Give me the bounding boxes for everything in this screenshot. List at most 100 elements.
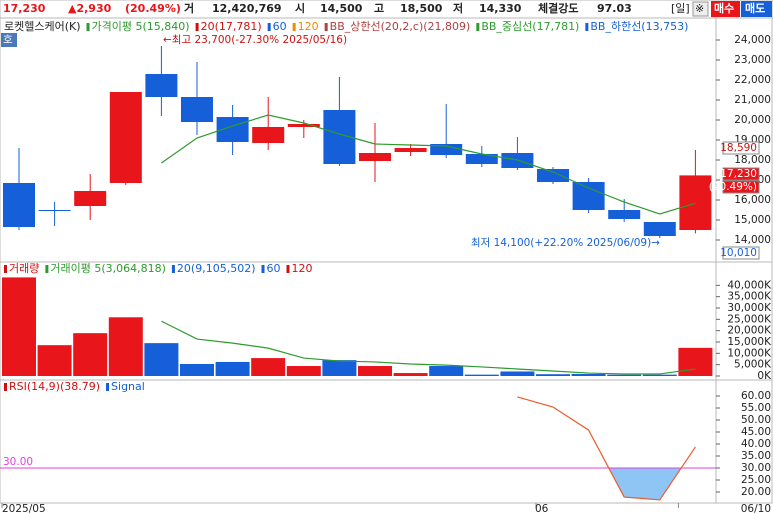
- volume-bar: [37, 345, 72, 376]
- candle-body: [465, 154, 498, 164]
- y-tick-label: 60.00: [741, 390, 771, 402]
- y-tick-label: 50.00: [741, 414, 771, 426]
- y-tick-label: 55.00: [741, 402, 771, 414]
- panel: [0, 379, 717, 504]
- item-value: 14,500: [320, 2, 363, 15]
- legend-entry: 가격이평 5(15,840): [92, 20, 190, 33]
- legend-entry: BB_하한선(13,753): [590, 19, 688, 33]
- side-label-box: [722, 167, 760, 181]
- icon-button[interactable]: [692, 1, 709, 17]
- candle-body: [608, 210, 641, 219]
- sell-button[interactable]: [741, 1, 772, 17]
- y-tick-label: 10,000K: [727, 347, 772, 359]
- rate: (20.49%): [125, 2, 181, 15]
- candle-body: [181, 97, 213, 122]
- legend-swatch: [476, 23, 480, 31]
- y-tick-label: 35,000K: [727, 291, 772, 303]
- side-label: 10,010: [720, 247, 757, 259]
- candle-body: [38, 210, 71, 211]
- volume-bar: [108, 317, 143, 376]
- volume-bar: [536, 374, 570, 376]
- legend-swatch: [324, 23, 328, 31]
- y-tick-label: 23,000: [734, 54, 771, 66]
- high-annotation: ←최고 23,700(-27.30% 2025/05/16): [163, 34, 347, 46]
- legend-swatch: [86, 23, 90, 31]
- volume-bar: [607, 374, 642, 376]
- y-tick-label: 22,000: [734, 74, 771, 86]
- item-label: 거: [184, 1, 194, 15]
- legend-entry: 60: [267, 262, 281, 275]
- y-tick-label: 21,000: [734, 94, 771, 106]
- candle-body: [359, 153, 391, 161]
- buy-button[interactable]: [711, 1, 740, 17]
- legend-entry: Signal: [111, 380, 145, 393]
- legend-swatch: [45, 265, 49, 273]
- rsi-line: [517, 396, 696, 501]
- side-label: 17,230: [720, 168, 757, 180]
- legend-swatch: [267, 23, 271, 31]
- volume-bar: [358, 366, 392, 376]
- legend-entry: 120: [292, 262, 313, 275]
- panel: [0, 261, 717, 381]
- chart-title: 로켓헬스케어(K): [4, 20, 81, 33]
- y-tick-label: 25.00: [741, 474, 771, 486]
- side-label: 18,590: [720, 142, 757, 154]
- volume-average: [161, 320, 696, 375]
- candle-body: [74, 191, 107, 206]
- side-label: (20.49%): [709, 181, 757, 193]
- legend-swatch: [585, 23, 589, 31]
- candle-body: [109, 92, 142, 183]
- sell[interactable]: 매도: [745, 1, 765, 15]
- y-tick-label: 5,000K: [734, 359, 772, 371]
- candle-body: [145, 74, 178, 97]
- buy[interactable]: 매수: [714, 1, 734, 15]
- volume-bar: [251, 358, 286, 376]
- period[interactable]: [일]: [671, 1, 690, 15]
- y-tick-label: 45.00: [741, 426, 771, 438]
- candle-body: [537, 169, 569, 182]
- icon[interactable]: ※: [695, 2, 704, 15]
- y-tick-label: 30.00: [741, 462, 771, 474]
- candle-body: [572, 182, 605, 210]
- legend-entry: 120: [298, 20, 319, 33]
- legend-swatch: [286, 265, 290, 273]
- y-tick-label: 40,000K: [727, 279, 772, 291]
- volume-bar: [215, 361, 250, 376]
- legend-entry: 거래이평 5(3,064,818): [50, 262, 166, 275]
- y-tick-label: 15,000K: [727, 336, 772, 348]
- y-tick-label: 0K: [757, 370, 772, 382]
- volume-bar: [393, 373, 428, 376]
- x-tick-label: 06: [535, 503, 549, 514]
- legend-entry: 60: [273, 20, 287, 33]
- candle-body: [3, 183, 35, 227]
- legend-swatch: [106, 383, 110, 391]
- candle-body: [430, 144, 463, 155]
- low-annotation: 최저 14,100(+22.20% 2025/06/09)→: [471, 237, 660, 249]
- volume-bar: [322, 360, 357, 376]
- moving-average: [161, 114, 696, 215]
- item-label: 시: [295, 2, 305, 15]
- candle-body: [252, 127, 285, 143]
- axis-panel: [715, 379, 773, 504]
- item-value: 18,500: [400, 2, 443, 15]
- candle-body: [679, 175, 712, 230]
- x-tick-label: 2025/05: [2, 503, 46, 514]
- volume-bar: [2, 277, 36, 376]
- badge: 호: [3, 34, 13, 46]
- y-tick-label: 40.00: [741, 438, 771, 450]
- volume-bar: [464, 374, 499, 376]
- legend-entry: 거래량: [9, 262, 39, 275]
- candle-body: [394, 148, 427, 152]
- candle-body: [643, 222, 676, 236]
- volume-bar: [286, 366, 321, 376]
- item-value: 12,420,769: [212, 2, 282, 15]
- item-label: 고: [374, 2, 384, 15]
- y-tick-label: 30,000K: [727, 302, 772, 314]
- reference-label: 30.00: [3, 456, 33, 468]
- y-tick-label: 16,000: [734, 194, 771, 206]
- y-tick-label: 15,000: [734, 214, 771, 226]
- legend-entry: RSI(14,9)(38.79): [9, 380, 100, 393]
- item-value: 14,330: [479, 2, 522, 15]
- legend-entry: 20(17,781): [201, 20, 262, 33]
